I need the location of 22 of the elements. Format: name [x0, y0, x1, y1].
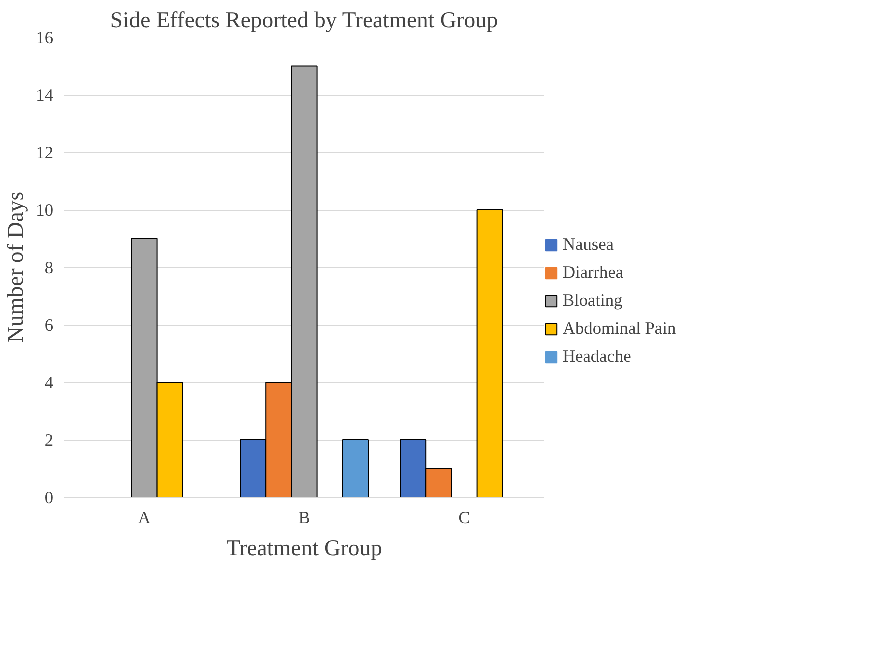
x-tick-label: A — [138, 508, 152, 528]
y-axis-title: Number of Days — [3, 192, 28, 343]
x-tick-label: C — [458, 508, 470, 528]
y-tick-label: 10 — [36, 201, 54, 220]
y-tick-label: 12 — [36, 144, 54, 162]
x-axis-title: Treatment Group — [226, 536, 382, 560]
y-tick-label: 6 — [44, 316, 54, 335]
y-tick-label: 8 — [44, 258, 54, 278]
bar — [342, 440, 369, 498]
chart-title: Side Effects Reported by Treatment Group — [110, 8, 498, 32]
legend-label: Diarrhea — [563, 263, 624, 283]
y-tick-label: 14 — [36, 86, 54, 105]
y-tick-label: 4 — [44, 374, 54, 392]
x-tick-label: B — [298, 508, 310, 528]
legend-label: Bloating — [563, 291, 623, 311]
legend-label: Nausea — [563, 235, 614, 255]
y-tick-label: 16 — [36, 28, 54, 48]
y-tick-label: 2 — [44, 431, 54, 450]
y-tick-label: 0 — [44, 488, 54, 508]
bar — [476, 210, 504, 498]
legend-label: Headache — [563, 347, 632, 367]
legend-label: Abdominal Pain — [563, 319, 676, 339]
